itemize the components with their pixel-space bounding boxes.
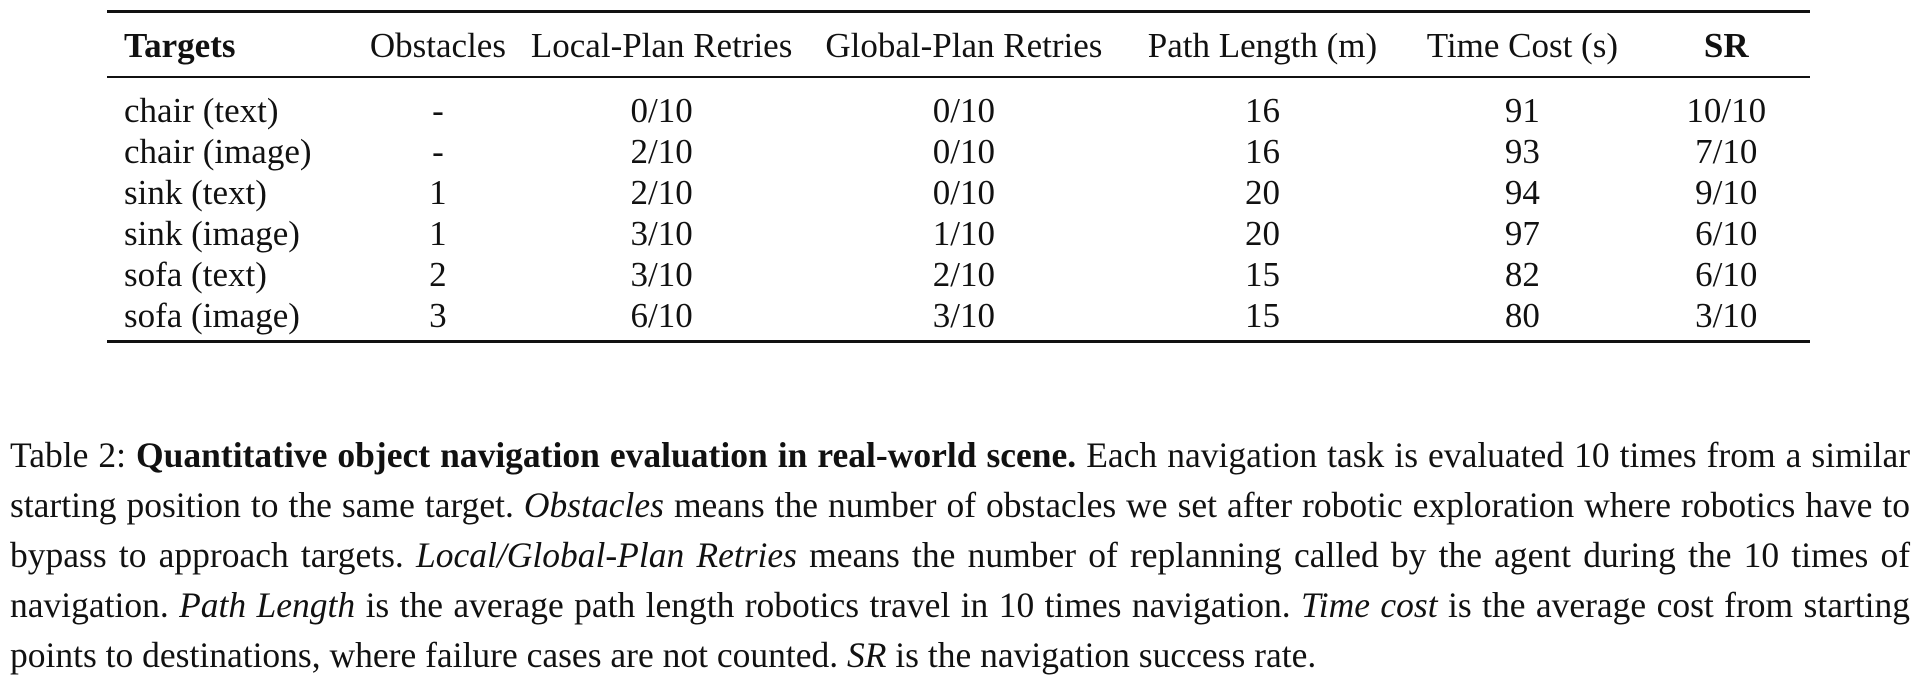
cell-path-length: 20	[1244, 173, 1280, 212]
header-local-plan-retries: Local-Plan Retries	[530, 26, 793, 65]
cell-time-cost: 82	[1504, 255, 1540, 294]
cell-local-retries: 6/10	[630, 296, 693, 335]
cell-sr: 6/10	[1695, 214, 1758, 253]
cell-target: sofa (image)	[124, 296, 300, 335]
cell-global-retries: 1/10	[932, 214, 995, 253]
cell-sr: 10/10	[1686, 91, 1767, 130]
cell-path-length: 16	[1244, 91, 1280, 130]
cell-time-cost: 93	[1504, 132, 1540, 171]
cell-time-cost: 97	[1504, 214, 1540, 253]
cell-global-retries: 3/10	[932, 296, 995, 335]
caption-text: means the number of replanning called by…	[10, 534, 1911, 625]
cell-time-cost: 80	[1504, 296, 1540, 335]
header-sr: SR	[1703, 26, 1749, 65]
caption-text: is the navigation success rate.	[895, 634, 1317, 675]
cell-obstacles: 2	[429, 255, 447, 294]
results-table-container: Targets Obstacles Local-Plan Retries Glo…	[107, 10, 1810, 343]
table-row: chair (text) - 0/10 0/10 16 91 10/10	[107, 77, 1810, 131]
cell-obstacles: -	[432, 132, 444, 171]
cell-target: chair (text)	[124, 91, 279, 130]
caption-text: is the average cost from starting points…	[10, 584, 1911, 675]
caption-title: Quantitative object navigation evaluatio…	[136, 434, 1077, 475]
cell-path-length: 15	[1244, 255, 1280, 294]
table-row: sofa (text) 2 3/10 2/10 15 82 6/10	[107, 254, 1810, 295]
cell-path-length: 15	[1244, 296, 1280, 335]
cell-local-retries: 0/10	[630, 91, 693, 130]
caption-term-path-length: Path Length	[179, 584, 356, 625]
cell-global-retries: 0/10	[932, 91, 995, 130]
header-targets: Targets	[124, 26, 236, 65]
cell-local-retries: 2/10	[630, 173, 693, 212]
caption-term-sr: SR	[846, 634, 887, 675]
results-table: Targets Obstacles Local-Plan Retries Glo…	[107, 10, 1810, 343]
cell-obstacles: 1	[429, 214, 447, 253]
table-row: sink (image) 1 3/10 1/10 20 97 6/10	[107, 213, 1810, 254]
cell-local-retries: 3/10	[630, 214, 693, 253]
cell-path-length: 20	[1244, 214, 1280, 253]
header-time-cost: Time Cost (s)	[1426, 26, 1618, 65]
cell-sr: 7/10	[1695, 132, 1758, 171]
cell-local-retries: 2/10	[630, 132, 693, 171]
table-row: sofa (image) 3 6/10 3/10 15 80 3/10	[107, 295, 1810, 342]
cell-target: sofa (text)	[124, 255, 267, 294]
caption-term-time-cost: Time cost	[1301, 584, 1438, 625]
caption-text: means the number of obstacles we set aft…	[10, 484, 1911, 575]
cell-target: sink (image)	[124, 214, 300, 253]
cell-sr: 6/10	[1695, 255, 1758, 294]
cell-global-retries: 0/10	[932, 173, 995, 212]
cell-target: sink (text)	[124, 173, 267, 212]
header-row: Targets Obstacles Local-Plan Retries Glo…	[107, 11, 1810, 77]
table-row: chair (image) - 2/10 0/10 16 93 7/10	[107, 131, 1810, 172]
table-header: Targets Obstacles Local-Plan Retries Glo…	[107, 11, 1810, 77]
header-obstacles: Obstacles	[369, 26, 506, 65]
caption-term-retries: Local/Global-Plan Retries	[415, 534, 797, 575]
cell-local-retries: 3/10	[630, 255, 693, 294]
caption-term-obstacles: Obstacles	[523, 484, 664, 525]
caption-text: Each navigation task is evaluated 10 tim…	[10, 434, 1911, 525]
cell-sr: 9/10	[1695, 173, 1758, 212]
cell-path-length: 16	[1244, 132, 1280, 171]
caption-label: Table 2:	[10, 434, 126, 475]
cell-obstacles: 3	[429, 296, 447, 335]
table-caption: Table 2: Quantitative object navigation …	[10, 430, 1910, 680]
cell-time-cost: 91	[1504, 91, 1540, 130]
cell-obstacles: 1	[429, 173, 447, 212]
cell-global-retries: 2/10	[932, 255, 995, 294]
cell-sr: 3/10	[1695, 296, 1758, 335]
header-path-length: Path Length (m)	[1147, 26, 1378, 65]
cell-time-cost: 94	[1504, 173, 1540, 212]
caption-text: is the average path length robotics trav…	[365, 584, 1291, 625]
cell-target: chair (image)	[124, 132, 312, 171]
cell-obstacles: -	[432, 91, 444, 130]
table-row: sink (text) 1 2/10 0/10 20 94 9/10	[107, 172, 1810, 213]
table-body: chair (text) - 0/10 0/10 16 91 10/10 cha…	[107, 77, 1810, 342]
cell-global-retries: 0/10	[932, 132, 995, 171]
header-global-plan-retries: Global-Plan Retries	[825, 26, 1103, 65]
